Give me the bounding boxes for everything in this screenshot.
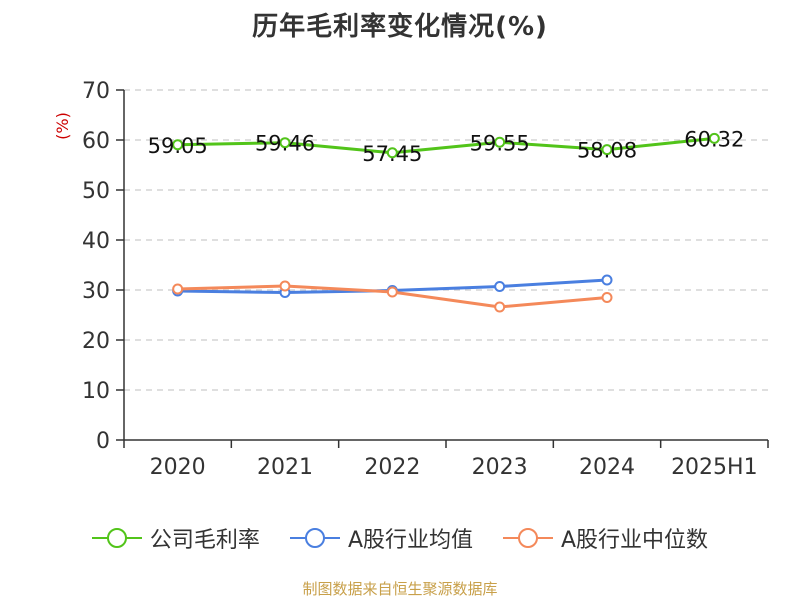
x-tick-label: 2024 bbox=[579, 455, 635, 480]
data-label: 59.55 bbox=[470, 131, 530, 155]
y-tick-label: 10 bbox=[82, 379, 110, 404]
x-tick-label: 2022 bbox=[364, 455, 420, 480]
data-point[interactable] bbox=[494, 281, 506, 292]
legend-item-industry-mean[interactable]: A股行业均值 bbox=[289, 522, 473, 554]
y-tick-label: 30 bbox=[82, 279, 110, 304]
legend-swatch-industry-median bbox=[503, 528, 553, 548]
source-note: 制图数据来自恒生聚源数据库 bbox=[302, 580, 498, 598]
data-point[interactable] bbox=[279, 280, 291, 292]
data-label: 58.08 bbox=[577, 139, 637, 163]
data-label: 59.46 bbox=[255, 132, 315, 156]
y-tick-label: 20 bbox=[82, 329, 110, 354]
x-tick-label: 2025H1 bbox=[671, 455, 758, 480]
data-point[interactable] bbox=[172, 139, 184, 151]
data-label: 60.32 bbox=[684, 127, 744, 151]
data-point[interactable] bbox=[601, 292, 613, 303]
chart-title: 历年毛利率变化情况(%) bbox=[252, 12, 548, 42]
legend-label-industry-mean: A股行业均值 bbox=[347, 528, 473, 553]
data-point[interactable] bbox=[494, 136, 506, 148]
data-point[interactable] bbox=[386, 147, 398, 159]
y-axis-unit: (%) bbox=[53, 112, 72, 140]
data-point[interactable] bbox=[172, 283, 184, 295]
x-tick-label: 2020 bbox=[150, 455, 206, 480]
data-point[interactable] bbox=[601, 274, 613, 286]
y-tick-label: 50 bbox=[82, 179, 110, 204]
x-tick-label: 2023 bbox=[472, 455, 528, 480]
legend-label-industry-median: A股行业中位数 bbox=[561, 528, 709, 553]
data-label: 59.05 bbox=[148, 134, 208, 158]
data-point[interactable] bbox=[494, 301, 506, 313]
legend-swatch-industry-mean bbox=[289, 528, 340, 548]
y-tick-label: 60 bbox=[82, 129, 110, 154]
y-tick-label: 40 bbox=[82, 229, 110, 254]
series-line-0 bbox=[177, 136, 715, 155]
legend-item-industry-median[interactable]: A股行业中位数 bbox=[503, 522, 708, 554]
data-point[interactable] bbox=[601, 144, 613, 156]
data-point[interactable] bbox=[708, 132, 720, 144]
legend: 公司毛利率 A股行业均值 A股行业中位数 bbox=[0, 518, 800, 558]
data-point[interactable] bbox=[279, 137, 291, 149]
legend-item-company[interactable]: 公司毛利率 bbox=[91, 522, 260, 554]
y-tick-label: 0 bbox=[96, 429, 110, 454]
legend-label-company: 公司毛利率 bbox=[149, 528, 260, 553]
y-tick-label: 70 bbox=[82, 79, 110, 104]
x-tick-label: 2021 bbox=[257, 455, 313, 480]
data-label: 57.45 bbox=[362, 142, 422, 166]
data-point[interactable] bbox=[386, 286, 398, 298]
legend-swatch-company bbox=[91, 528, 142, 548]
